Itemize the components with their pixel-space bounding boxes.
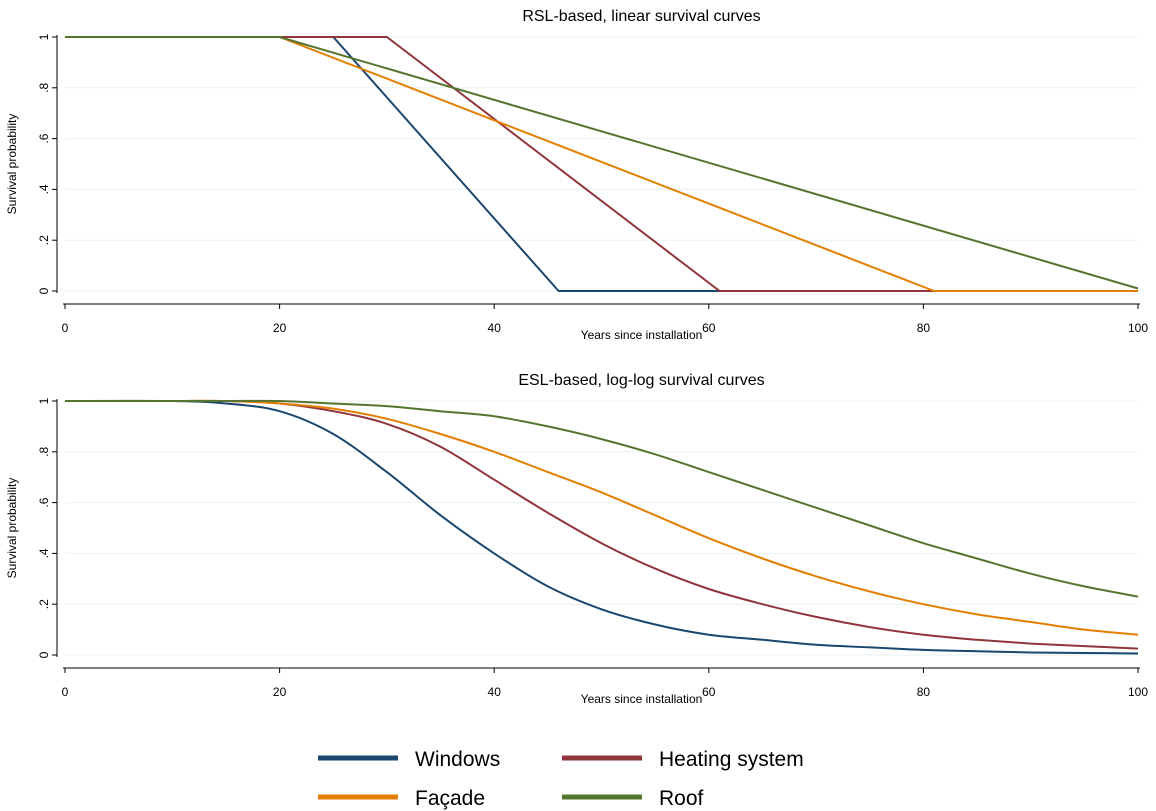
series-roof [64, 36, 1139, 290]
chart-title: ESL-based, log-log survival curves [518, 372, 764, 389]
legend-label: Façade [415, 787, 485, 810]
legend-label: Windows [415, 748, 500, 771]
y-tick-label: .8 [37, 446, 51, 456]
y-tick-label: .4 [37, 184, 51, 194]
legend-label: Roof [659, 787, 704, 810]
series-line-heating-system [65, 399, 1139, 650]
series-line-facade [65, 36, 1138, 292]
series-line-roof [65, 399, 1139, 598]
x-axis-label: Years since installation [581, 328, 703, 342]
x-tick-label: 20 [273, 685, 287, 699]
x-tick-label: 60 [702, 321, 716, 335]
legend-item-roof: Roof [562, 787, 704, 810]
legend-item-facade: Façade [318, 787, 485, 810]
chart-legend: Windows Heating system Façade Roof [318, 748, 804, 810]
chart-title: RSL-based, linear survival curves [522, 8, 760, 25]
x-tick-label: 40 [488, 685, 502, 699]
y-tick-label: .2 [37, 599, 51, 609]
series-heating-system [64, 36, 1139, 292]
x-tick-label: 0 [62, 685, 69, 699]
top-chart-panel: RSL-based, linear survival curves 0 .2 .4 .6… [5, 8, 1148, 342]
series-windows [64, 36, 1139, 292]
y-axis-label: Survival probability [5, 114, 19, 215]
bottom-chart-panel: ESL-based, log-log survival curves 0 .2 .4.… [5, 372, 1148, 706]
y-tick-label: .6 [37, 497, 51, 507]
legend-item-heating-system: Heating system [562, 748, 804, 771]
x-tick-label: 80 [917, 321, 931, 335]
series-facade [64, 36, 1139, 292]
x-tick-label: 100 [1128, 321, 1148, 335]
series-facade [64, 399, 1139, 636]
y-tick-label: .4 [37, 548, 51, 558]
y-tick-label: .2 [37, 235, 51, 245]
x-tick-label: 40 [488, 321, 502, 335]
series-line-heating-system [65, 36, 1138, 292]
y-tick-label: 0 [37, 287, 51, 294]
x-tick-label: 20 [273, 321, 287, 335]
series-line-windows [65, 36, 1138, 292]
x-tick-label: 80 [917, 685, 931, 699]
x-tick-label: 60 [702, 685, 716, 699]
y-axis-label: Survival probability [5, 478, 19, 579]
y-tick-label: .6 [37, 133, 51, 143]
x-tick-label: 100 [1128, 685, 1148, 699]
legend-label: Heating system [659, 748, 804, 771]
x-tick-label: 0 [62, 321, 69, 335]
y-tick-label: 1 [37, 397, 51, 404]
y-tick-label: 0 [37, 651, 51, 658]
x-axis-label: Years since installation [581, 692, 703, 706]
series-roof [64, 399, 1139, 598]
series-line-facade [65, 399, 1139, 636]
legend-item-windows: Windows [318, 748, 500, 771]
series-heating-system [64, 399, 1139, 650]
y-tick-label: 1 [37, 33, 51, 40]
y-tick-label: .8 [37, 82, 51, 92]
